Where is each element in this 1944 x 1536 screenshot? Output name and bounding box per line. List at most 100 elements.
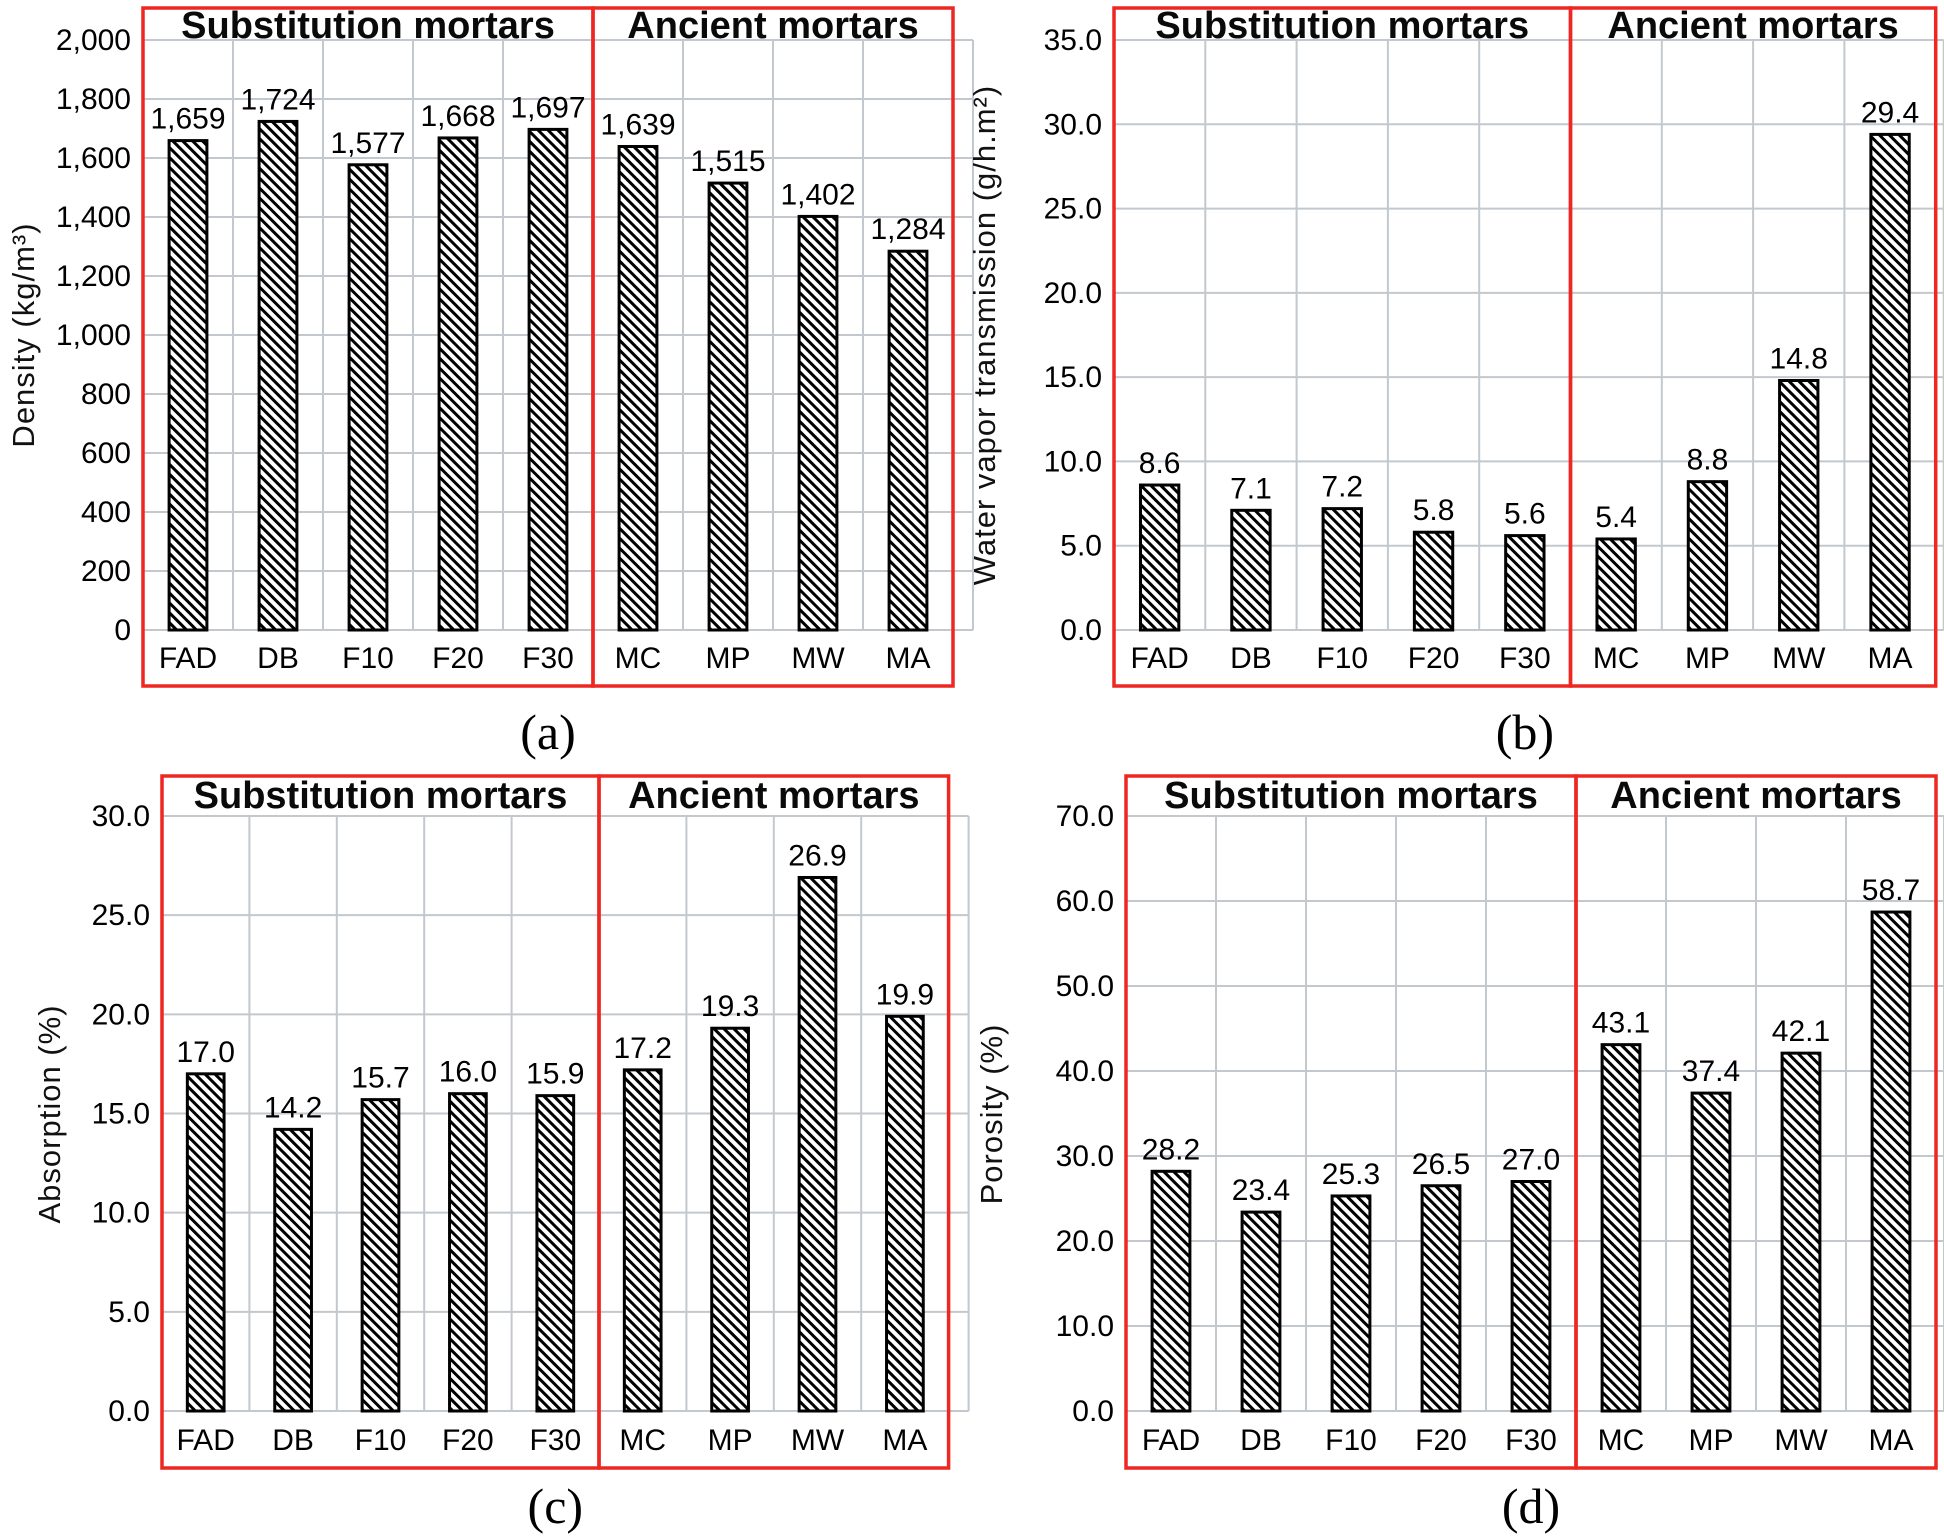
- bar-value-label: 1,402: [780, 178, 855, 211]
- y-tick-label: 0.0: [1060, 614, 1102, 647]
- group-title-ancient: Ancient mortars: [1610, 775, 1902, 817]
- bar-value-label: 26.9: [788, 839, 846, 872]
- category-label: FAD: [1142, 1424, 1200, 1457]
- y-tick-label: 2,000: [56, 24, 131, 57]
- category-label: MC: [619, 1424, 666, 1457]
- y-tick-label: 1,000: [56, 319, 131, 352]
- y-tick-label: 5.0: [1060, 530, 1102, 563]
- bar-value-label: 19.9: [876, 978, 934, 1011]
- bar-value-label: 5.4: [1595, 501, 1637, 534]
- bar-value-label: 23.4: [1232, 1174, 1290, 1207]
- bar-value-label: 1,659: [150, 103, 225, 136]
- bar-fad: [1138, 483, 1181, 632]
- ancient-mortars-box: [591, 6, 955, 688]
- bar-value-label: 1,577: [330, 127, 405, 160]
- y-tick-label: 15.0: [1044, 361, 1102, 394]
- bar-mp: [1690, 1091, 1732, 1413]
- bar-db: [1240, 1210, 1282, 1413]
- category-label: MP: [706, 642, 751, 675]
- bar-mw: [1778, 379, 1820, 632]
- ancient-mortars-box: [1568, 6, 1938, 688]
- group-title-substitution: Substitution mortars: [1164, 775, 1538, 817]
- y-tick-label: 1,800: [56, 83, 131, 116]
- category-label: MA: [886, 642, 931, 675]
- bar-f30: [527, 127, 569, 632]
- y-axis-title-density: Density (kg/m³): [6, 222, 41, 448]
- group-title-ancient: Ancient mortars: [1607, 5, 1899, 47]
- category-label: MC: [1593, 642, 1640, 675]
- bar-value-label: 58.7: [1862, 874, 1920, 907]
- group-title-ancient: Ancient mortars: [628, 775, 920, 817]
- category-label: F30: [1499, 642, 1551, 675]
- category-label: F10: [355, 1424, 407, 1457]
- category-label: MW: [1772, 642, 1826, 675]
- y-tick-label: 1,600: [56, 142, 131, 175]
- bar-f30: [1504, 534, 1546, 632]
- bar-fad: [167, 139, 209, 632]
- bar-value-label: 1,697: [510, 91, 585, 124]
- bar-value-label: 16.0: [439, 1056, 497, 1089]
- bar-mc: [1595, 537, 1637, 632]
- bar-f10: [1321, 507, 1363, 632]
- category-label: F10: [1316, 642, 1368, 675]
- bar-value-label: 1,724: [240, 83, 315, 116]
- bar-value-label: 5.8: [1413, 494, 1455, 527]
- bar-f10: [360, 1098, 401, 1413]
- bar-value-label: 14.8: [1770, 343, 1828, 376]
- y-tick-label: 40.0: [1056, 1055, 1114, 1088]
- category-label: F20: [1415, 1424, 1467, 1457]
- category-label: DB: [272, 1424, 314, 1457]
- group-title-substitution: Substitution mortars: [1155, 5, 1530, 47]
- bar-value-label: 14.2: [264, 1091, 322, 1124]
- y-tick-label: 10.0: [1056, 1310, 1114, 1343]
- panel-caption-c: (c): [527, 1478, 584, 1534]
- category-label: F30: [529, 1424, 581, 1457]
- bar-fad: [1150, 1169, 1192, 1413]
- bar-db: [273, 1127, 313, 1413]
- y-tick-label: 20.0: [92, 998, 150, 1031]
- y-tick-label: 1,200: [56, 260, 131, 293]
- panel-caption-a: (a): [520, 704, 576, 760]
- bar-ma: [885, 1014, 925, 1413]
- bar-value-label: 1,284: [870, 213, 945, 246]
- y-axis-title-absorption: Absorption (%): [32, 1003, 67, 1224]
- category-label: F30: [1505, 1424, 1557, 1457]
- bar-ma: [1869, 132, 1911, 632]
- category-label: DB: [1240, 1424, 1282, 1457]
- y-tick-label: 30.0: [1044, 108, 1102, 141]
- bar-value-label: 1,515: [690, 145, 765, 178]
- bar-value-label: 43.1: [1592, 1007, 1650, 1040]
- y-axis-title-porosity: Porosity (%): [974, 1023, 1009, 1204]
- bar-mc: [1600, 1043, 1642, 1413]
- category-label: MC: [615, 642, 662, 675]
- y-tick-label: 50.0: [1056, 970, 1114, 1003]
- bar-mc: [617, 144, 659, 632]
- ancient-mortars-box: [1574, 774, 1938, 1470]
- bar-value-label: 42.1: [1772, 1015, 1830, 1048]
- category-label: FAD: [159, 642, 217, 675]
- bar-value-label: 1,639: [600, 108, 675, 141]
- category-label: DB: [257, 642, 299, 675]
- bar-value-label: 17.2: [614, 1032, 672, 1065]
- y-tick-label: 10.0: [92, 1197, 150, 1230]
- bar-value-label: 17.0: [177, 1036, 235, 1069]
- category-label: F20: [1408, 642, 1460, 675]
- y-tick-label: 1,400: [56, 201, 131, 234]
- category-label: MP: [708, 1424, 753, 1457]
- y-tick-label: 10.0: [1044, 445, 1102, 478]
- bar-value-label: 8.8: [1687, 444, 1729, 477]
- bar-mp: [710, 1026, 750, 1413]
- bar-value-label: 8.6: [1139, 447, 1181, 480]
- y-tick-label: 20.0: [1056, 1225, 1114, 1258]
- y-tick-label: 0.0: [108, 1395, 150, 1428]
- bar-mc: [622, 1068, 663, 1413]
- bar-value-label: 19.3: [701, 990, 759, 1023]
- bar-mw: [1780, 1051, 1822, 1413]
- bar-f20: [1412, 530, 1455, 632]
- bar-fad: [185, 1072, 226, 1413]
- category-label: MA: [1868, 642, 1913, 675]
- bar-f20: [437, 136, 479, 632]
- bar-mw: [797, 875, 838, 1413]
